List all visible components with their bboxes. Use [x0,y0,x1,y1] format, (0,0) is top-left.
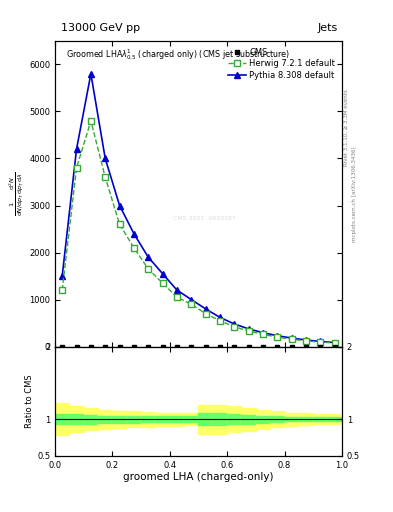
Legend: CMS, Herwig 7.2.1 default, Pythia 8.308 default: CMS, Herwig 7.2.1 default, Pythia 8.308 … [225,45,338,82]
X-axis label: groomed LHA (charged-only): groomed LHA (charged-only) [123,472,274,482]
Y-axis label: $\frac{1}{\mathrm{d}N/\mathrm{d}p_T}\frac{\mathrm{d}^2N}{\mathrm{d}p_T\,\mathrm{: $\frac{1}{\mathrm{d}N/\mathrm{d}p_T}\fra… [8,172,26,216]
Text: Jets: Jets [318,23,338,33]
Text: Rivet 3.1.10, ≥ 3.3M events: Rivet 3.1.10, ≥ 3.3M events [344,90,349,166]
Text: CMS 2021  II920187: CMS 2021 II920187 [173,216,235,221]
Text: mcplots.cern.ch [arXiv:1306.3436]: mcplots.cern.ch [arXiv:1306.3436] [352,147,357,242]
Text: 13000 GeV pp: 13000 GeV pp [61,23,140,33]
Text: Groomed LHA$\lambda^{1}_{0.5}$ (charged only) (CMS jet substructure): Groomed LHA$\lambda^{1}_{0.5}$ (charged … [66,47,291,62]
Y-axis label: Ratio to CMS: Ratio to CMS [25,374,34,428]
